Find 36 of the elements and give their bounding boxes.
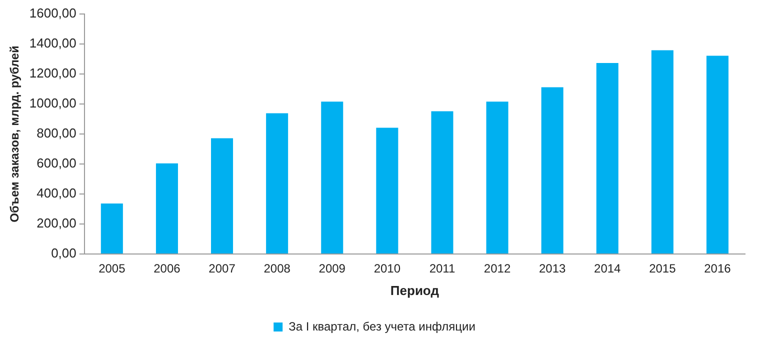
x-tick-label: 2014	[594, 262, 622, 276]
bar	[541, 87, 564, 254]
x-tick-label: 2006	[154, 262, 181, 276]
x-tick-label: 2012	[484, 262, 511, 276]
legend-label: За I квартал, без учета инфляции	[288, 319, 476, 334]
y-tick-label: 400,00	[36, 186, 76, 201]
bar	[266, 113, 288, 254]
bar	[706, 56, 728, 254]
y-tick-label: 1000,00	[29, 96, 76, 111]
bar	[431, 111, 454, 254]
x-axis-title: Период	[390, 282, 440, 298]
x-tick-label: 2015	[649, 262, 676, 276]
y-tick-label: 800,00	[36, 126, 76, 141]
bar	[156, 163, 178, 254]
y-tick-label: 1600,00	[29, 6, 76, 21]
bar	[100, 203, 123, 254]
bar	[651, 50, 674, 254]
bar	[596, 63, 618, 254]
x-tick-label: 2013	[538, 262, 566, 276]
y-tick-label: 200,00	[36, 216, 76, 231]
x-tick-label: 2011	[429, 262, 456, 276]
bar	[486, 102, 508, 254]
bar	[376, 128, 398, 254]
x-tick-label: 2009	[318, 262, 346, 276]
bar	[321, 102, 344, 254]
x-tick-label: 2007	[208, 262, 236, 276]
y-tick-label: 1200,00	[29, 66, 76, 81]
y-axis-title: Объем заказов, млрд. рублей	[8, 46, 22, 222]
x-tick-label: 2016	[704, 262, 732, 276]
x-tick-label: 2008	[264, 262, 291, 276]
x-tick-label: 2005	[98, 262, 126, 276]
y-tick-label: 1400,00	[29, 36, 76, 51]
x-tick-label: 2010	[374, 262, 401, 276]
y-tick-label: 0,00	[51, 246, 76, 261]
y-tick-label: 600,00	[36, 156, 76, 171]
bar	[211, 138, 234, 254]
